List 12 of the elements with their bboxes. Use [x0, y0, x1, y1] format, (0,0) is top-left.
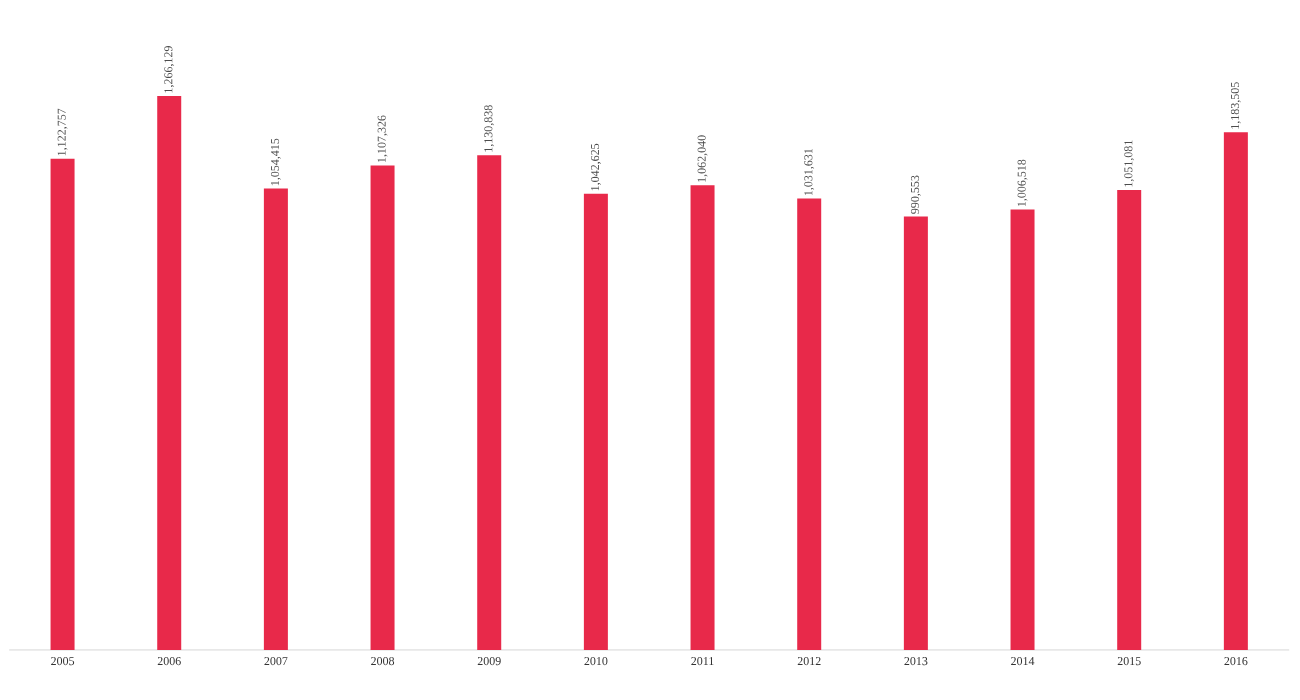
bar [583, 193, 608, 650]
bar [903, 216, 928, 650]
bar [1117, 190, 1142, 650]
bar [157, 95, 182, 650]
bar [690, 185, 715, 650]
bar [50, 158, 75, 650]
bar [797, 198, 822, 650]
bar [1223, 132, 1248, 650]
bar [263, 188, 288, 650]
bar [477, 155, 502, 650]
bar [1010, 209, 1035, 650]
bar [370, 165, 395, 650]
